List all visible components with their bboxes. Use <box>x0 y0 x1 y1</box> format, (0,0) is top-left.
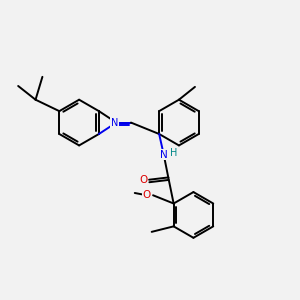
Text: N: N <box>111 118 118 128</box>
Text: O: O <box>139 175 147 185</box>
Text: N: N <box>160 150 168 160</box>
Text: O: O <box>111 117 118 127</box>
Text: H: H <box>170 148 178 158</box>
Text: O: O <box>142 190 151 200</box>
